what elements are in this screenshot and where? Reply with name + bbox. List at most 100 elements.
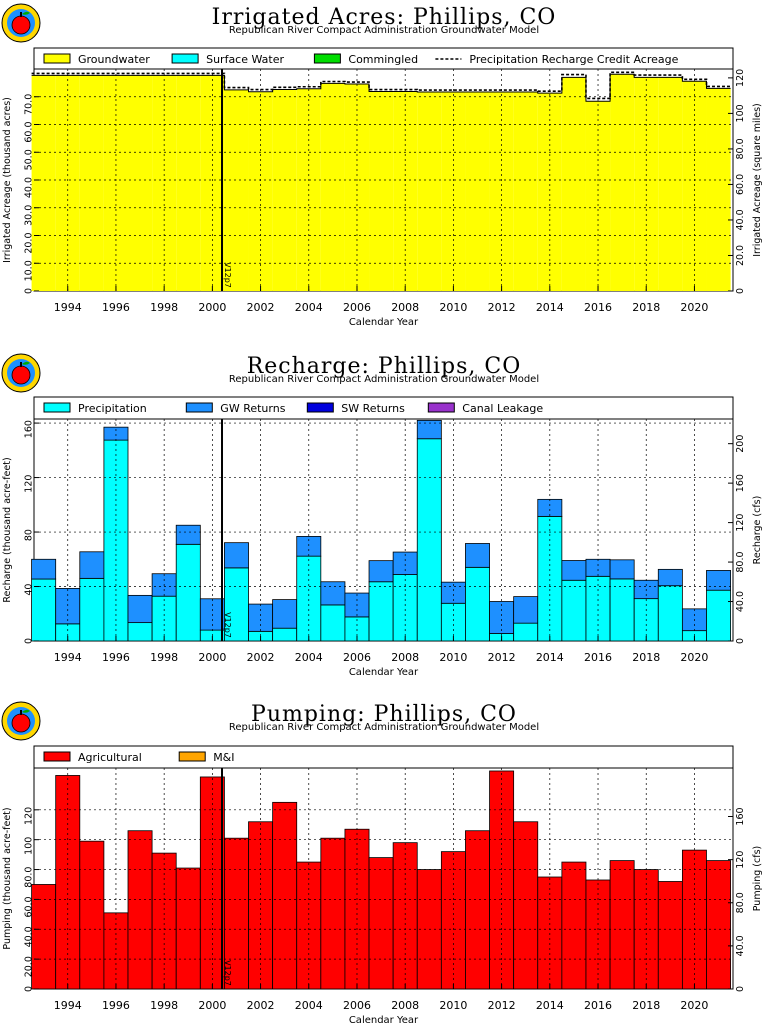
apple-logo-icon [1, 701, 41, 741]
bar-precipitation [561, 579, 587, 642]
legend-label: M&I [213, 751, 234, 764]
x-tick-label: 2004 [295, 999, 323, 1012]
bar-groundwater [55, 75, 80, 291]
bar-agricultural [31, 884, 57, 990]
bar-precipitation [585, 575, 611, 642]
bar-groundwater [79, 75, 104, 291]
irrigated-acres-chart: 1994 1996 1998 2000 2002 2004 2006 2008 2010 2012… [2, 47, 763, 328]
chart-title: Irrigated Acres: Phillips, CO [211, 5, 557, 30]
bar-gw-returns [561, 560, 587, 581]
x-tick-label: 1994 [54, 999, 82, 1012]
y2-tick-label: 60.0 [735, 174, 746, 195]
groundwater-outline [31, 73, 731, 102]
bar-precipitation [368, 581, 394, 642]
y2-tick-label: 0 [735, 638, 746, 644]
y2-axis-label: Pumping (cfs) [752, 846, 763, 912]
bar-gw-returns [296, 536, 322, 557]
bar-groundwater [393, 91, 418, 291]
legend-swatch [171, 53, 199, 64]
bar-gw-returns [489, 601, 515, 634]
x-tick-label: 2018 [632, 999, 660, 1012]
x-tick-label: 2006 [343, 999, 371, 1012]
x-tick-label: 1996 [102, 301, 130, 314]
y2-tick-label: 80.0 [735, 892, 746, 913]
bar-groundwater [152, 75, 177, 291]
bar-groundwater [369, 91, 394, 291]
y-tick-label: 10.0 [24, 260, 35, 281]
x-tick-label: 2002 [247, 651, 275, 664]
x-tick-label: 2004 [295, 301, 323, 314]
bar-gw-returns [79, 551, 105, 579]
y-tick-label: 40 [24, 584, 35, 596]
bar-groundwater [706, 88, 731, 291]
pumping-chart: 1994 1996 1998 2000 2002 2004 2006 2008 2010 2012… [2, 745, 763, 1024]
x-tick-label: 1996 [102, 999, 130, 1012]
y-tick-label: 30.0 [24, 205, 35, 226]
legend-label: Surface Water [206, 53, 284, 66]
bar-agricultural [465, 830, 490, 990]
x-tick-label: 1996 [102, 651, 130, 664]
x-tick-label: 2002 [247, 301, 275, 314]
legend-label: Commingled [348, 53, 418, 66]
legend-label: SW Returns [341, 402, 405, 415]
chart-subtitle: Republican River Compact Administration … [228, 25, 540, 36]
y2-tick-label: 120 [735, 851, 746, 869]
bar-gw-returns [465, 543, 490, 568]
x-tick-label: 2018 [632, 651, 660, 664]
bar-groundwater [513, 92, 538, 291]
legend-label: Groundwater [78, 53, 150, 66]
bar-precipitation [609, 578, 635, 642]
y2-tick-label: 0 [735, 288, 746, 294]
precipitation-recharge-credit-line [31, 71, 731, 100]
x-tick-label: 2014 [536, 651, 564, 664]
x-tick-label: 2004 [295, 651, 323, 664]
bar-agricultural [175, 867, 201, 990]
bar-agricultural [79, 840, 105, 990]
bar-gw-returns [224, 542, 249, 569]
bar-groundwater [176, 75, 201, 291]
y2-axis-label: Recharge (cfs) [752, 496, 763, 565]
bar-precipitation [272, 627, 298, 642]
legend-swatch [43, 402, 71, 413]
bar-gw-returns [248, 603, 274, 632]
y-tick-label: 120 [23, 807, 34, 825]
y-tick-label: 80 [24, 529, 35, 541]
x-tick-label: 2014 [536, 999, 564, 1012]
x-tick-label: 2008 [391, 301, 419, 314]
chart-subtitle: Republican River Compact Administration … [228, 722, 540, 733]
x-axis-label: Calendar Year [349, 317, 419, 328]
y2-tick-label: 40.0 [735, 935, 746, 956]
x-tick-label: 2000 [198, 651, 226, 664]
bar-groundwater [489, 92, 514, 291]
y-tick-label: 50.0 [24, 149, 35, 170]
x-tick-label: 2016 [584, 999, 612, 1012]
x-tick-label: 2018 [632, 301, 660, 314]
bar-groundwater [537, 93, 562, 291]
x-tick-label: 2006 [343, 651, 371, 664]
legend-label: GW Returns [220, 402, 285, 415]
bar-groundwater [272, 89, 297, 291]
bar-agricultural [368, 857, 394, 990]
y-tick-label: 40.0 [24, 177, 35, 198]
chart-title: Pumping: Phillips, CO [251, 702, 517, 727]
x-tick-label: 2016 [584, 651, 612, 664]
x-axis-label: Calendar Year [349, 1015, 419, 1024]
bar-agricultural [657, 881, 683, 990]
bar-groundwater [248, 91, 273, 291]
bar-gw-returns [706, 570, 731, 591]
y2-tick-label: 20.0 [735, 245, 746, 266]
bar-precipitation [320, 604, 346, 642]
x-tick-label: 1994 [54, 651, 82, 664]
legend-label: Canal Leakage [462, 402, 543, 415]
bar-groundwater [417, 92, 442, 291]
legend-swatch [43, 751, 71, 762]
y-tick-label: 0 [24, 288, 35, 294]
y-axis-label: Irrigated Acreage (thousand acres) [2, 97, 13, 263]
y-tick-label: 0 [24, 986, 35, 992]
legend-label: Agricultural [78, 751, 142, 764]
x-tick-label: 2020 [680, 999, 708, 1012]
bar-agricultural [151, 852, 177, 990]
bar-gw-returns [657, 568, 683, 587]
x-tick-label: 2020 [680, 301, 708, 314]
x-tick-label: 2010 [439, 999, 467, 1012]
